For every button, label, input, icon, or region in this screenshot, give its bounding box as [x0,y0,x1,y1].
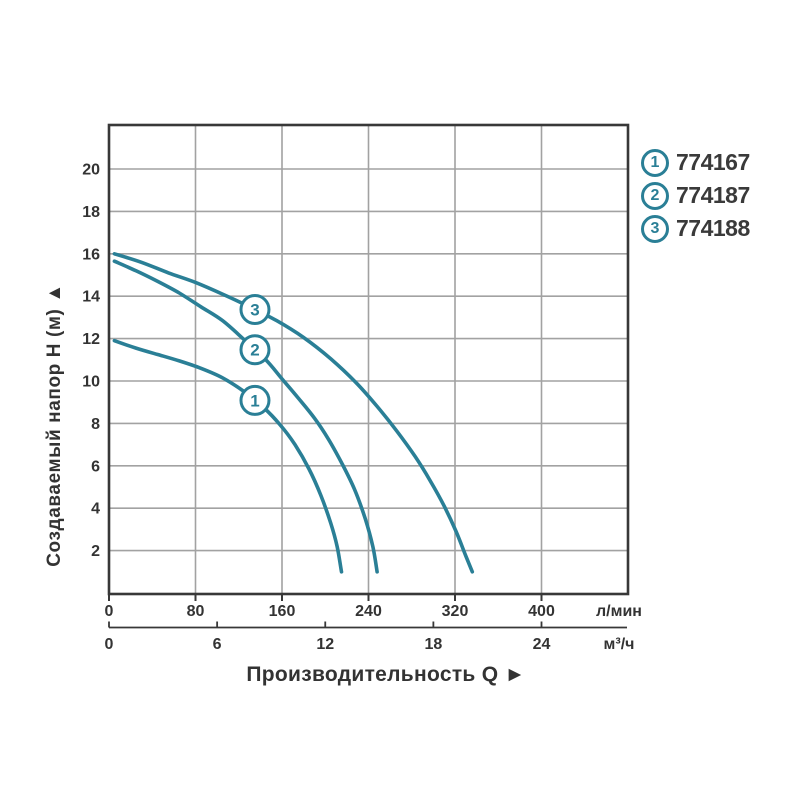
legend-item: 1 774167 [641,146,750,179]
legend-item: 3 774188 [641,212,750,245]
y-tick-label: 12 [82,331,100,348]
curve-badge-number-3: 3 [250,301,259,320]
x-axis-primary-ticks [108,594,543,601]
y-tick-label: 14 [82,289,100,306]
y-tick-label: 18 [82,204,100,221]
curve-badge-circle-2 [239,334,271,366]
x-tick-label-lmin: 400 [528,603,555,620]
legend-marker-circle: 2 [641,181,669,210]
x-axis-primary-labels: 0 80 160 240 320 400 л/мин [105,603,642,620]
legend-marker-number: 2 [650,186,660,204]
x-tick-label-lmin: 160 [269,603,296,620]
legend-marker-circle: 1 [641,148,669,177]
x-tick-label-m3h: 12 [316,636,334,653]
y-tick-label: 2 [91,543,100,560]
x-tick-label-m3h: 6 [213,636,222,653]
legend-item: 2 774187 [641,179,750,212]
y-tick-label: 16 [82,246,100,263]
gridlines [109,125,628,594]
x-tick-label-lmin: 0 [105,603,114,620]
x-axis-secondary: 0 6 12 18 24 м³/ч [105,621,635,653]
legend-marker-number: 3 [650,219,660,237]
legend: 1 774167 2 774187 3 774188 [641,146,750,245]
curve-badge-number-1: 1 [250,391,259,410]
curve-badges: 1 2 3 [239,294,271,416]
x-tick-label-m3h: 0 [105,636,114,653]
x-axis-title: Производительность Q ► [246,663,526,686]
x-axis-unit-lmin: л/мин [596,603,642,620]
x-axis-unit-m3h: м³/ч [604,636,635,653]
x-tick-label-m3h: 24 [533,636,551,653]
legend-model-label: 774167 [676,149,750,175]
x-tick-label-lmin: 80 [187,603,205,620]
y-axis-labels: 2 4 6 8 10 12 14 16 18 20 [82,162,100,561]
curve-badge-number-2: 2 [250,341,259,360]
legend-model-label: 774187 [676,182,750,208]
x-tick-label-lmin: 240 [355,603,382,620]
curve-badge-circle-1 [239,384,271,416]
legend-marker-circle: 3 [641,214,669,243]
y-tick-label: 8 [91,416,100,433]
y-tick-label: 10 [82,374,100,391]
legend-marker-number: 1 [650,153,660,171]
y-tick-label: 6 [91,458,100,475]
y-axis-title: Создаваемый напор H (м) ▲ [44,283,65,567]
y-tick-label: 4 [91,501,100,518]
legend-model-label: 774188 [676,215,750,241]
curve-774188 [112,252,475,574]
curve-badge-circle-3 [239,294,271,326]
pump-curves [112,252,475,574]
x-tick-label-m3h: 18 [424,636,442,653]
curve-774167 [112,338,344,574]
y-tick-label: 20 [82,162,100,179]
curve-774187 [112,259,379,574]
x-tick-label-lmin: 320 [442,603,469,620]
